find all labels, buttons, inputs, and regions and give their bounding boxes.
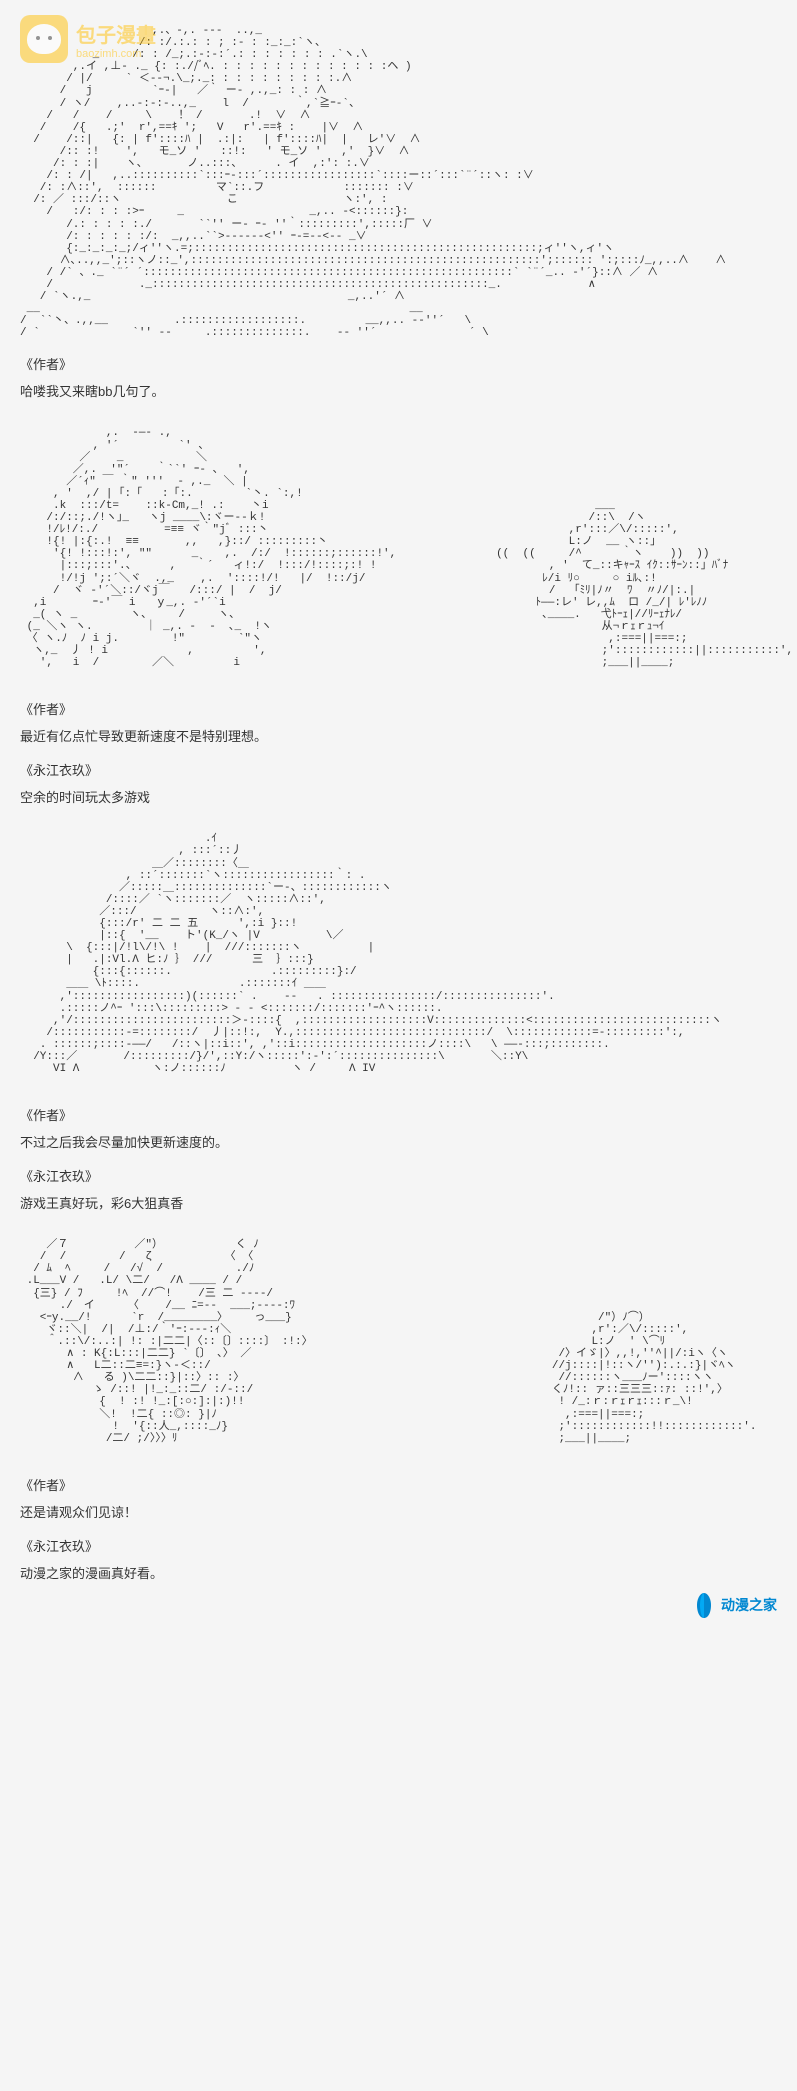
watermark-top: 包子漫畫 baozimh.com [20, 15, 156, 63]
ascii-art-1: ,.、-,. -‐- ..,_ /: :/.:.: : ; :- : :_:_:… [20, 25, 777, 339]
ascii-art-2-left: ,. -―- ., , '´ `' 、 ／ _ ＼ ／,. '"´ ｀``' ｰ… [20, 427, 396, 669]
panel-2: ,. -―- ., , '´ `' 、 ／ _ ＼ ／,. '"´ ｀``' ｰ… [20, 412, 777, 806]
dialogue-text: 游戏王真好玩，彩6大狙真香 [20, 1193, 777, 1212]
watermark-bottom: 动漫之家 [692, 1591, 777, 1619]
dialogue-text: 空余的时间玩太多游戏 [20, 787, 777, 806]
ascii-art-2-right: ___ /::\ /ヽ ,r':::／\/:::::', L:ノ __ ヽ::」… [476, 500, 793, 669]
panel-4: ／７ ／"） く ﾉ / / / ζ 〈 〈 / ﾑ ﾍ / /√ / ./ﾉ … [20, 1224, 777, 1582]
ascii-art-4-right: /"）ﾉ⌒） ,r':／\/:::::', L:ノ ' \⌒ﾘ /〉イゞ|〉,,… [473, 1312, 757, 1445]
dmzj-icon [692, 1591, 716, 1619]
panel-1: ,.、-,. -‐- ..,_ /: :/.:.: : ; :- : :_:_:… [20, 25, 777, 400]
dmzj-text: 动漫之家 [721, 1595, 777, 1615]
ascii-art-3-left: .ｲ , :::´::丿 ＿／::::::::〈＿ , ::´:::::::`ヽ… [20, 833, 722, 1075]
dialogue-text: 动漫之家的漫画真好看。 [20, 1563, 777, 1582]
dialogue-text: 还是请观众们见谅！ [20, 1502, 777, 1521]
dialogue-text: 不过之后我会尽量加快更新速度的。 [20, 1132, 777, 1151]
watermark-cn: 包子漫畫 [76, 19, 156, 48]
speaker-label: 《作者》 [20, 354, 777, 373]
speaker-label: 《永江衣玖》 [20, 760, 777, 779]
ascii-art-4-left: ／７ ／"） く ﾉ / / / ζ 〈 〈 / ﾑ ﾍ / /√ / ./ﾉ … [20, 1239, 313, 1445]
speaker-label: 《作者》 [20, 699, 777, 718]
panel-3: .ｲ , :::´::丿 ＿／::::::::〈＿ , ::´:::::::`ヽ… [20, 818, 777, 1212]
baozi-icon [20, 15, 68, 63]
dialogue-text: 哈喽我又来瞎bb几句了。 [20, 381, 777, 400]
speaker-label: 《永江衣玖》 [20, 1166, 777, 1185]
speaker-label: 《作者》 [20, 1475, 777, 1494]
dialogue-text: 最近有亿点忙导致更新速度不是特别理想。 [20, 726, 777, 745]
speaker-label: 《永江衣玖》 [20, 1536, 777, 1555]
speaker-label: 《作者》 [20, 1105, 777, 1124]
watermark-en: baozimh.com [76, 48, 156, 60]
